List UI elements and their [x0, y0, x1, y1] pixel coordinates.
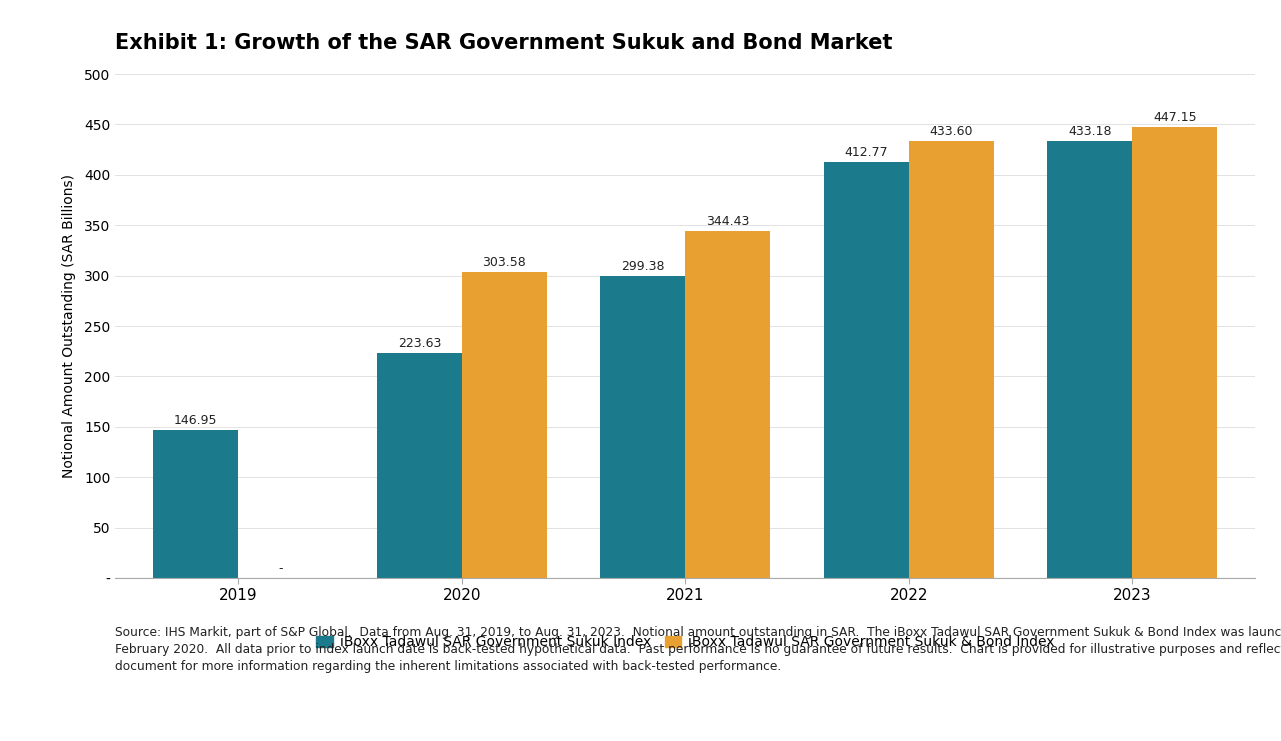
Text: 146.95: 146.95 [174, 414, 218, 427]
Bar [601, 276, 685, 578]
Text: 303.58: 303.58 [483, 256, 526, 269]
Bar [824, 162, 910, 578]
Bar [461, 272, 547, 578]
Text: 223.63: 223.63 [397, 336, 441, 350]
Text: 412.77: 412.77 [844, 146, 888, 159]
Bar [154, 430, 238, 578]
Text: -: - [278, 562, 283, 575]
Bar [1048, 142, 1132, 578]
Text: Source: IHS Markit, part of S&P Global.  Data from Aug. 31, 2019, to Aug. 31, 20: Source: IHS Markit, part of S&P Global. … [115, 626, 1281, 673]
Text: Exhibit 1: Growth of the SAR Government Sukuk and Bond Market: Exhibit 1: Growth of the SAR Government … [115, 33, 893, 53]
Bar [377, 353, 461, 578]
Text: 447.15: 447.15 [1153, 111, 1196, 124]
Legend: iBoxx Tadawul SAR Government Sukuk Index, iBoxx Tadawul SAR Government Sukuk & B: iBoxx Tadawul SAR Government Sukuk Index… [316, 635, 1054, 649]
Y-axis label: Notional Amount Outstanding (SAR Billions): Notional Amount Outstanding (SAR Billion… [61, 174, 76, 478]
Text: 433.18: 433.18 [1068, 125, 1112, 139]
Text: 344.43: 344.43 [706, 215, 749, 227]
Bar [685, 231, 770, 578]
Bar [1132, 127, 1217, 578]
Text: 433.60: 433.60 [930, 125, 974, 138]
Bar [910, 141, 994, 578]
Text: 299.38: 299.38 [621, 260, 665, 273]
